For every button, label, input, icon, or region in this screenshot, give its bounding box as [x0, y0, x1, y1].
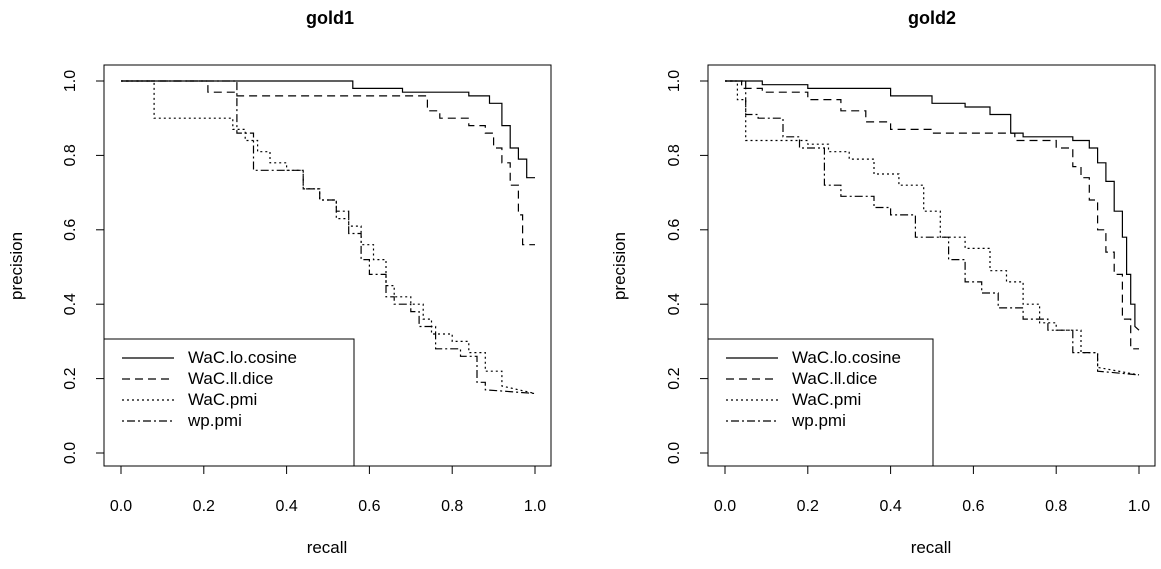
legend-label: WaC.lo.cosine: [792, 348, 901, 367]
legend-label: WaC.pmi: [188, 390, 257, 409]
x-tick-label: 0.4: [879, 498, 901, 515]
x-axis-label: recall: [911, 538, 952, 557]
x-axis-label: recall: [307, 538, 348, 557]
legend-box: [103, 338, 355, 467]
series-line-wac-lo-cosine: [725, 80, 1140, 331]
x-tick-label: 1.0: [524, 498, 546, 515]
x-tick-label: 0.4: [275, 498, 297, 515]
x-tick-label: 0.6: [358, 498, 380, 515]
series-line-wp-pmi: [725, 80, 1140, 376]
series-line-wac-pmi: [121, 80, 536, 395]
y-tick-label: 0.0: [62, 442, 79, 464]
legend-label: wp.pmi: [791, 411, 846, 430]
legend: WaC.lo.cosine WaC.ll.dice WaC.pmi wp.pmi: [103, 338, 355, 467]
series-line-wac-ll-dice: [725, 80, 1139, 350]
series-line-wac-ll-dice: [121, 80, 535, 246]
legend-label: WaC.ll.dice: [188, 369, 273, 388]
y-tick-label: 1.0: [62, 70, 79, 92]
x-axis: 0.0 0.2 0.4 0.6 0.8 1.0: [714, 466, 1150, 515]
x-tick-label: 0.2: [193, 498, 215, 515]
y-tick-label: 0.2: [666, 367, 683, 389]
y-tick-label: 0.6: [666, 219, 683, 241]
x-tick-label: 0.0: [714, 498, 736, 515]
legend: WaC.lo.cosine WaC.ll.dice WaC.pmi wp.pmi: [707, 338, 934, 467]
x-axis: 0.0 0.2 0.4 0.6 0.8 1.0: [110, 466, 546, 515]
chart-panel-gold2: gold2 0.0 0.2 0.4 0.6 0.8 1.0 0.0 0.2 0.4 0.6 0.8…: [610, 8, 1156, 557]
y-tick-label: 1.0: [666, 70, 683, 92]
series-line-wac-pmi: [725, 80, 1140, 376]
y-tick-label: 0.6: [62, 219, 79, 241]
chart-panel-gold1: gold1 0.0 0.2 0.4 0.6 0.8 1.0 0.0 0.2 0.4 0.6 0.8…: [7, 8, 552, 557]
y-tick-label: 0.2: [62, 367, 79, 389]
y-tick-label: 0.4: [666, 293, 683, 315]
series-layer: [725, 80, 1140, 376]
chart-title: gold2: [908, 8, 956, 28]
y-axis-label: precision: [610, 232, 629, 300]
y-axis: 0.0 0.2 0.4 0.6 0.8 1.0: [666, 70, 708, 464]
x-tick-label: 1.0: [1128, 498, 1150, 515]
y-axis: 0.0 0.2 0.4 0.6 0.8 1.0: [62, 70, 104, 464]
x-tick-label: 0.8: [1045, 498, 1067, 515]
series-line-wp-pmi: [121, 80, 536, 395]
x-tick-label: 0.0: [110, 498, 132, 515]
chart-title: gold1: [306, 8, 354, 28]
y-tick-label: 0.8: [62, 144, 79, 166]
legend-label: WaC.pmi: [792, 390, 861, 409]
y-tick-label: 0.4: [62, 293, 79, 315]
x-tick-label: 0.8: [441, 498, 463, 515]
x-tick-label: 0.2: [797, 498, 819, 515]
legend-label: wp.pmi: [187, 411, 242, 430]
y-tick-label: 0.0: [666, 442, 683, 464]
y-tick-label: 0.8: [666, 144, 683, 166]
legend-label: WaC.ll.dice: [792, 369, 877, 388]
y-axis-label: precision: [7, 232, 26, 300]
series-line-wac-lo-cosine: [121, 80, 535, 179]
legend-box: [707, 338, 934, 467]
legend-label: WaC.lo.cosine: [188, 348, 297, 367]
series-layer: [121, 80, 536, 395]
x-tick-label: 0.6: [962, 498, 984, 515]
